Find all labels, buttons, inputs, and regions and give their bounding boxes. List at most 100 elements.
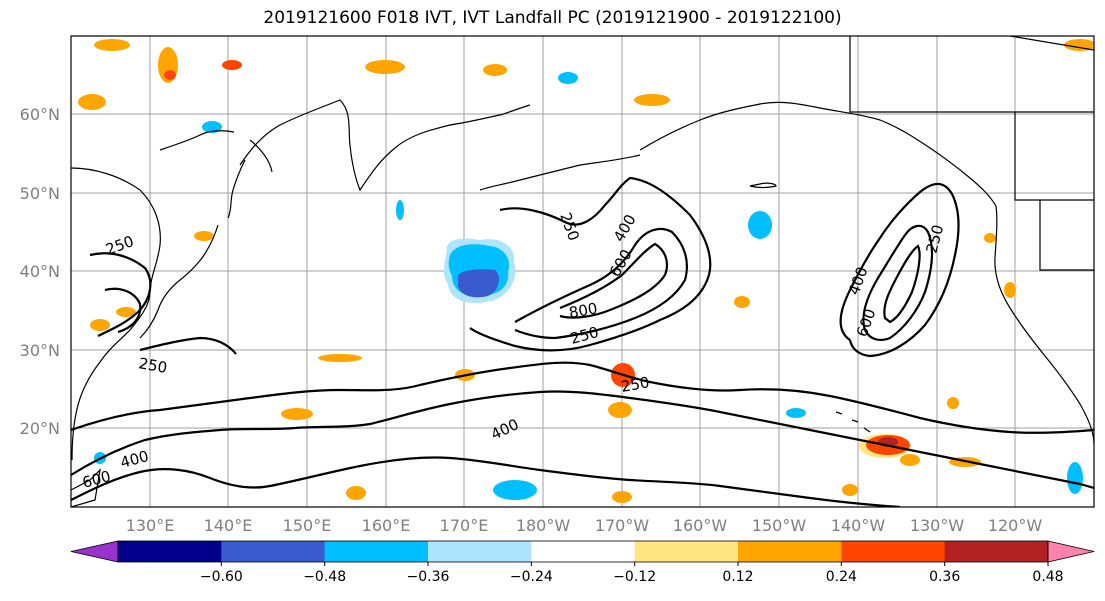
colorbar-tick-label: −0.36 bbox=[407, 569, 450, 585]
ivt-contour bbox=[71, 390, 1094, 490]
ivt-contour bbox=[514, 227, 689, 340]
lon-label: 170°W bbox=[595, 516, 650, 535]
colorbar-swatch bbox=[738, 541, 842, 562]
map-title: 2019121600 F018 IVT, IVT Landfall PC (20… bbox=[263, 8, 842, 28]
alaska-coastline bbox=[639, 101, 997, 207]
colorbar-extend-low bbox=[70, 540, 119, 563]
colorbar-tick-label: 0.48 bbox=[1032, 569, 1063, 585]
colorbar-tick-label: 0.24 bbox=[826, 569, 857, 585]
positive-anomaly-patch bbox=[78, 94, 106, 110]
negative-anomaly-patch bbox=[396, 200, 404, 220]
colorbar-extend-high bbox=[1047, 540, 1095, 563]
lon-label: 140°E bbox=[204, 516, 253, 535]
negative-anomaly-patch bbox=[1067, 462, 1083, 494]
ivt-contours bbox=[71, 176, 1094, 507]
colorbar-tick-label: 0.36 bbox=[929, 569, 960, 585]
aleutian-islands bbox=[479, 154, 777, 191]
lon-label: 150°W bbox=[752, 516, 807, 535]
positive-anomaly-patch bbox=[222, 60, 242, 70]
colorbar-swatch bbox=[221, 541, 326, 562]
positive-anomaly-patch bbox=[612, 491, 632, 503]
lon-label: 140°W bbox=[831, 516, 886, 535]
ivt-contour bbox=[559, 242, 669, 319]
japan-islands bbox=[139, 159, 246, 339]
positive-anomaly-patch bbox=[281, 408, 313, 420]
negative-anomaly-patch bbox=[493, 480, 537, 500]
lon-label: 120°W bbox=[988, 516, 1043, 535]
positive-anomaly-patch bbox=[634, 94, 670, 106]
positive-anomaly-patch bbox=[900, 454, 920, 466]
latitude-labels: 60°N 50°N 40°N 30°N 20°N bbox=[20, 105, 60, 438]
colorbar-tick-label: −0.48 bbox=[303, 569, 346, 585]
colorbar-frame bbox=[117, 540, 1049, 563]
coastlines bbox=[71, 36, 1094, 507]
positive-anomaly-patch bbox=[318, 354, 362, 362]
positive-anomaly-patch bbox=[164, 70, 176, 80]
ivt-contour bbox=[862, 224, 934, 341]
colorbar-tick-label: 0.12 bbox=[722, 569, 753, 585]
positive-anomaly-patch bbox=[365, 60, 405, 74]
hawaii-islands bbox=[835, 411, 871, 433]
colorbar-swatch bbox=[324, 541, 429, 562]
positive-anomaly-patch bbox=[94, 39, 130, 51]
lat-label: 60°N bbox=[20, 105, 60, 124]
colorbar-tick-label: −0.60 bbox=[200, 569, 243, 585]
colorbar-swatch bbox=[944, 541, 1049, 562]
positive-anomaly-patch bbox=[194, 231, 214, 241]
positive-anomaly-patch bbox=[1064, 39, 1094, 51]
lon-label: 170°E bbox=[440, 516, 489, 535]
contour-label: 250 bbox=[137, 354, 168, 377]
contour-label: 250 bbox=[620, 373, 651, 396]
map-frame bbox=[70, 35, 1095, 508]
colorbar-swatch bbox=[531, 541, 636, 562]
negative-anomaly-patch bbox=[748, 211, 772, 239]
negative-anomaly-patch bbox=[202, 121, 222, 133]
asia-coastline bbox=[71, 167, 161, 507]
colorbar-tick-label: −0.24 bbox=[510, 569, 553, 585]
colorbar: −0.60 −0.48 −0.36 −0.24 −0.12 0.12 0.24 0.36 0.4… bbox=[70, 540, 1095, 585]
north-america-west-coast bbox=[994, 205, 1094, 445]
ivt-contour bbox=[89, 252, 152, 337]
siberia-kamchatka-coast bbox=[159, 99, 531, 192]
negative-anomaly-patch bbox=[458, 269, 500, 298]
colorbar-swatch bbox=[634, 541, 739, 562]
lon-label: 180°W bbox=[516, 516, 571, 535]
positive-anomaly-patch bbox=[734, 296, 750, 308]
positive-anomaly-patch bbox=[483, 64, 507, 76]
lon-label: 160°E bbox=[362, 516, 411, 535]
colorbar-swatch bbox=[428, 541, 532, 562]
lat-label: 40°N bbox=[20, 262, 60, 281]
negative-anomaly-patch bbox=[558, 72, 578, 84]
positive-anomaly-patch bbox=[1004, 282, 1016, 298]
colorbar-tick-label: −0.12 bbox=[613, 569, 656, 585]
lat-label: 30°N bbox=[20, 341, 60, 360]
positive-anomaly-patch bbox=[842, 484, 858, 496]
lon-label: 130°E bbox=[126, 516, 175, 535]
ivt-contour bbox=[71, 361, 1094, 434]
positive-anomaly-patch bbox=[90, 319, 110, 331]
positive-anomaly-patch bbox=[346, 486, 366, 500]
positive-anomaly-patch bbox=[116, 307, 136, 317]
gridlines bbox=[71, 36, 1094, 507]
lat-label: 20°N bbox=[20, 419, 60, 438]
positive-anomaly-patch bbox=[984, 233, 996, 243]
ivt-contour bbox=[139, 336, 237, 355]
lon-label: 150°E bbox=[283, 516, 332, 535]
ivt-contour bbox=[883, 244, 921, 324]
positive-anomaly-patch bbox=[947, 397, 959, 409]
ivt-contour bbox=[469, 176, 712, 352]
lon-label: 130°W bbox=[910, 516, 965, 535]
positive-anomaly-patch bbox=[608, 402, 632, 418]
lat-label: 50°N bbox=[20, 184, 60, 203]
ivt-contour bbox=[71, 456, 901, 507]
colorbar-swatch bbox=[118, 541, 222, 562]
lon-label: 160°W bbox=[673, 516, 728, 535]
ivt-contour bbox=[839, 182, 960, 358]
ivt-contour bbox=[104, 287, 142, 334]
longitude-labels: 130°E 140°E 150°E 160°E 170°E 180°W 170°… bbox=[126, 516, 1043, 535]
colorbar-swatch bbox=[841, 541, 946, 562]
canada-border bbox=[849, 36, 1094, 271]
negative-anomaly-patch bbox=[786, 408, 806, 418]
contour-label: 800 bbox=[568, 299, 599, 322]
